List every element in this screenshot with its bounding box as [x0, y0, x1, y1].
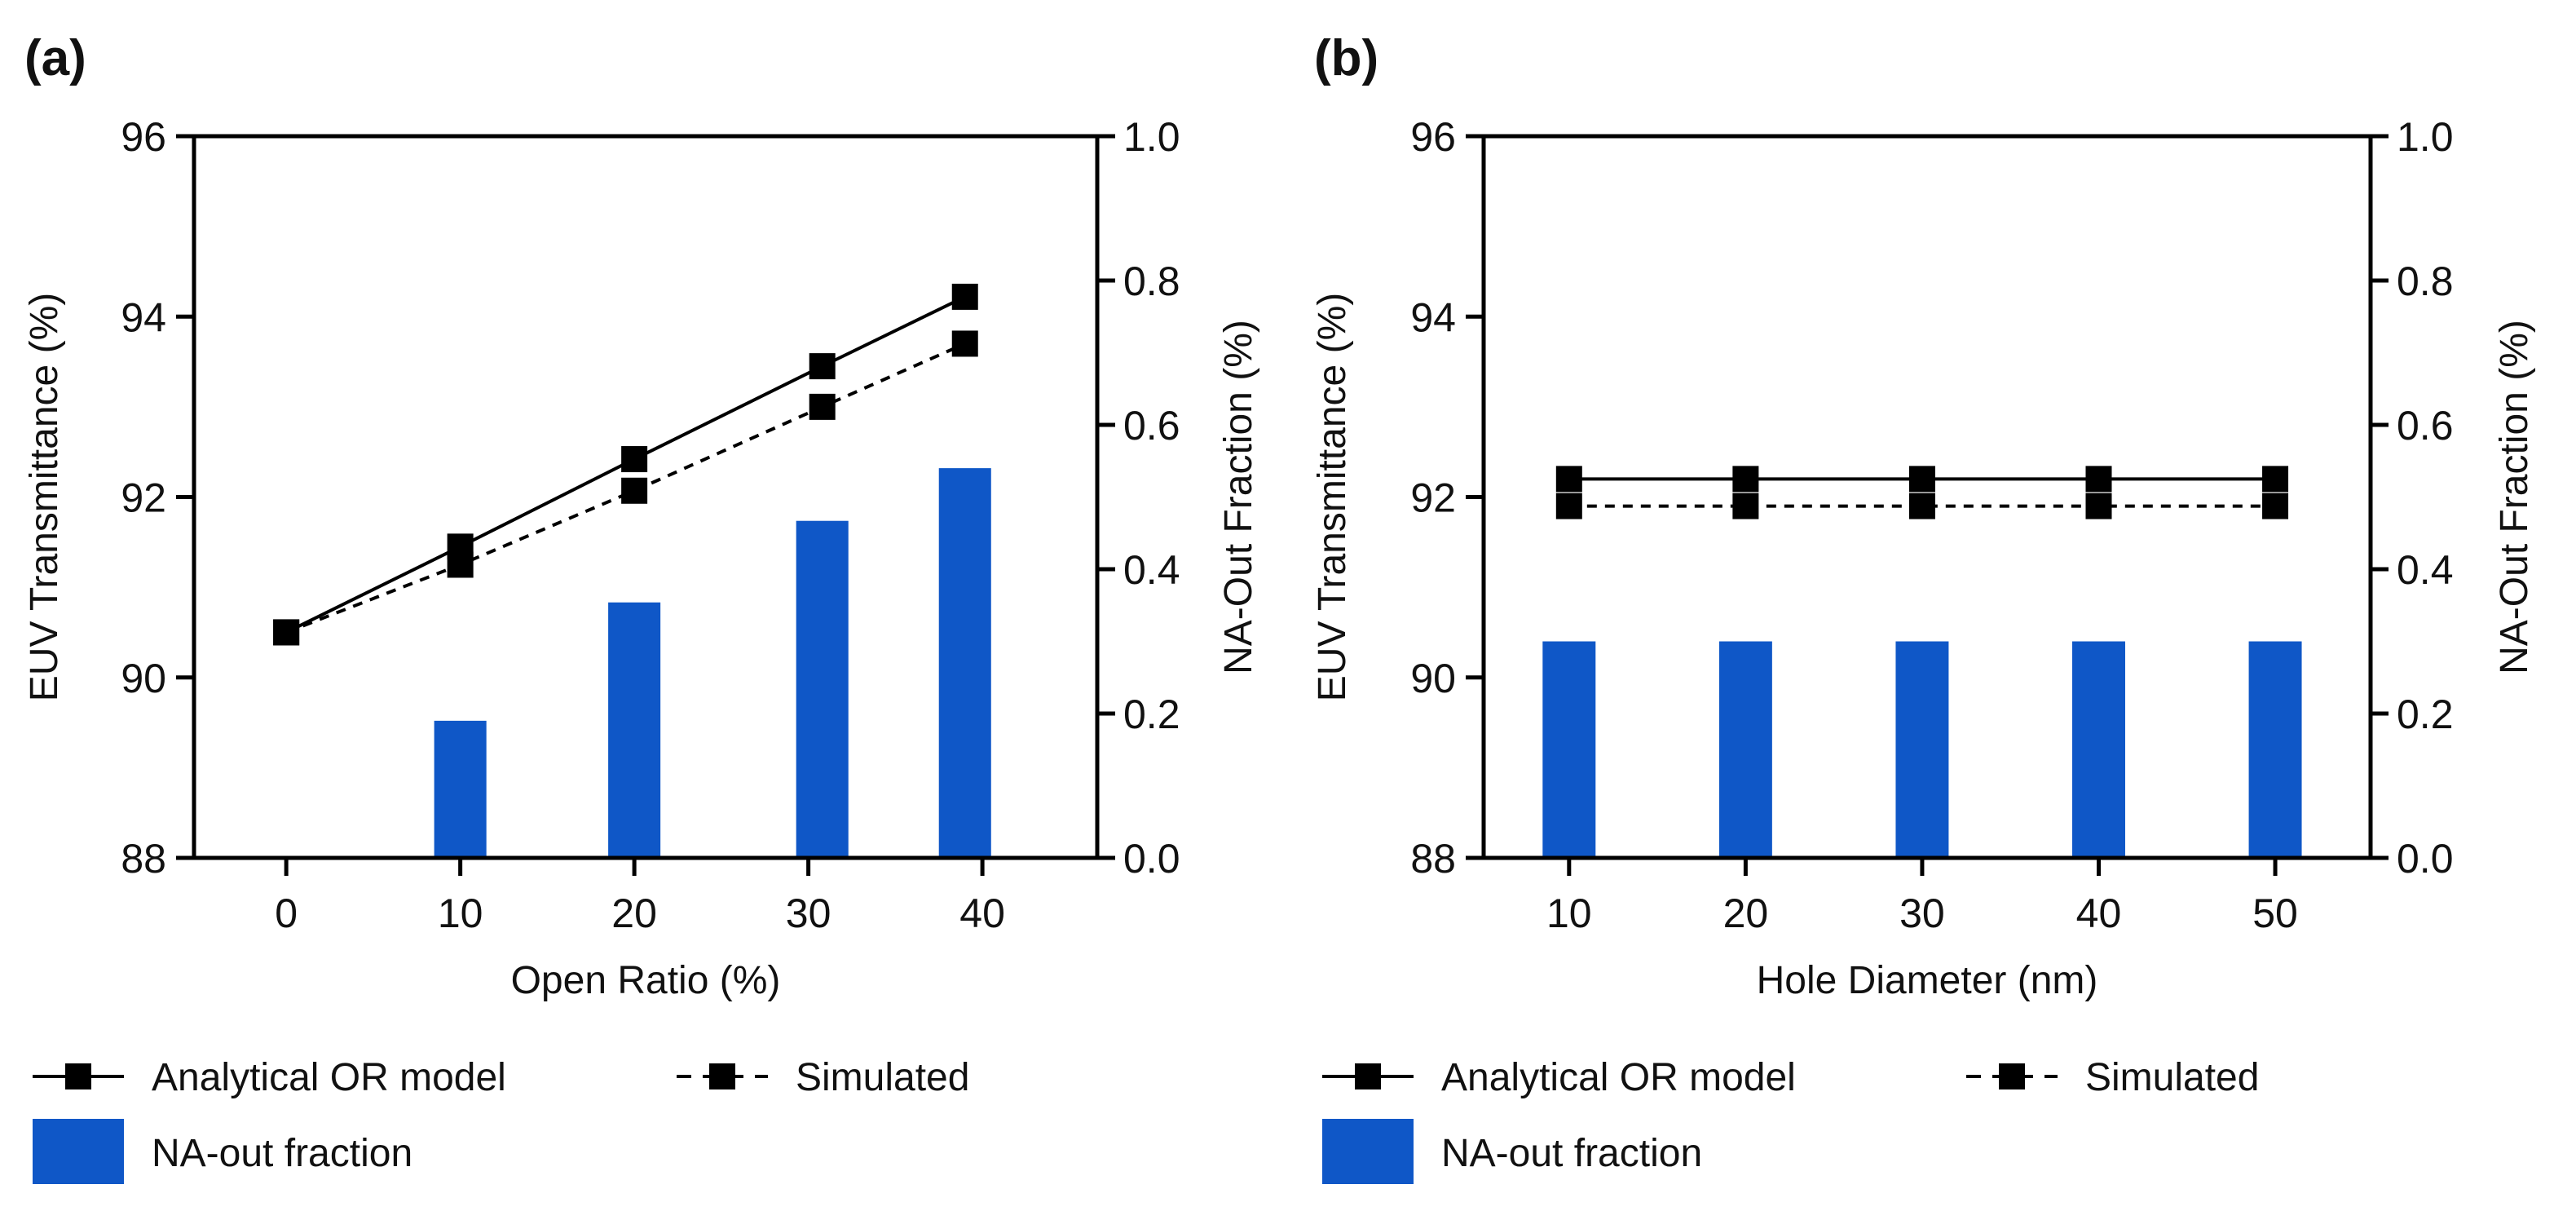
x-axis-label: Open Ratio (%)	[511, 959, 781, 1002]
legend-marker-simulated	[1999, 1063, 2025, 1089]
x-tick-label: 0	[275, 891, 298, 936]
data-point-analytical	[1732, 466, 1759, 493]
legend: Analytical OR model Simulated NA-out fract…	[1322, 1056, 2259, 1184]
y2-tick-label: 0.0	[1123, 836, 1180, 882]
legend: Analytical OR model Simulated NA-out fract…	[33, 1056, 969, 1184]
legend-marker-analytical	[65, 1063, 91, 1089]
legend-swatch-na-out	[33, 1119, 124, 1184]
y-tick-label: 96	[1410, 114, 1456, 160]
y-tick-label: 90	[1410, 656, 1456, 701]
y2-tick-label: 0.4	[1123, 547, 1180, 593]
y-tick-label: 96	[121, 114, 166, 160]
x-tick-label: 30	[786, 891, 831, 936]
chart-panel-b: (b) 10 20 30 40 50 88 90 92 94 96 0.0 0.2 0.4 0.6 0.8 1.…	[1311, 30, 2536, 1184]
legend-swatch-na-out	[1322, 1119, 1414, 1184]
data-point-simulated	[951, 330, 978, 357]
data-point-simulated	[447, 551, 474, 578]
data-point-analytical	[621, 446, 648, 473]
y2-tick-label: 0.8	[1123, 259, 1180, 304]
y2-tick-label: 0.8	[2397, 259, 2454, 304]
x-tick-label: 20	[611, 891, 657, 936]
bar-na-out-fraction	[938, 468, 991, 858]
data-point-analytical	[1555, 466, 1582, 493]
x-tick-label: 40	[2076, 891, 2122, 936]
series-line-simulated	[285, 342, 966, 634]
y2-tick-label: 0.4	[2397, 547, 2454, 593]
data-point-simulated	[2085, 493, 2112, 519]
y2-tick-label: 0.6	[1123, 403, 1180, 449]
legend-label-analytical: Analytical OR model	[152, 1056, 506, 1099]
y-tick-label: 94	[121, 294, 166, 340]
data-point-analytical	[809, 353, 836, 380]
legend-marker-analytical	[1355, 1063, 1381, 1089]
legend-marker-simulated	[709, 1063, 735, 1089]
y-tick-label: 92	[121, 475, 166, 521]
data-point-simulated	[1908, 493, 1935, 519]
chart-panel-a: (a) 0 10 20 30 40 88 90 92 94 96 0.0 0.2 0.4 0.6 0.8 1.0…	[23, 30, 1260, 1184]
y2-tick-label: 1.0	[2397, 114, 2454, 160]
y-axis-label: EUV Transmittance (%)	[23, 293, 66, 701]
y-tick-label: 92	[1410, 475, 1456, 521]
bar-na-out-fraction	[434, 720, 487, 858]
legend-label-na-out: NA-out fraction	[152, 1132, 412, 1175]
x-axis-label: Hole Diameter (nm)	[1757, 959, 2098, 1002]
bar-na-out-fraction	[1542, 641, 1596, 858]
x-tick-label: 10	[438, 891, 483, 936]
x-tick-label: 30	[1899, 891, 1945, 936]
y2-axis-label: NA-Out Fraction (%)	[1217, 320, 1260, 674]
bar-na-out-fraction	[1895, 641, 1949, 858]
y2-tick-label: 0.2	[1123, 692, 1180, 737]
data-point-simulated	[1555, 493, 1582, 519]
panel-label: (b)	[1314, 30, 1378, 86]
legend-label-na-out: NA-out fraction	[1441, 1132, 1702, 1175]
legend-label-analytical: Analytical OR model	[1441, 1056, 1796, 1099]
x-tick-label: 10	[1546, 891, 1592, 936]
y2-tick-label: 0.0	[2397, 836, 2454, 882]
data-point-simulated	[621, 477, 648, 504]
data-point-analytical	[2262, 466, 2289, 493]
data-point-simulated	[809, 393, 836, 420]
data-point-analytical	[951, 283, 978, 310]
y2-tick-label: 1.0	[1123, 114, 1180, 160]
y-tick-label: 88	[121, 836, 166, 882]
x-tick-label: 40	[959, 891, 1005, 936]
panel-label: (a)	[24, 30, 86, 86]
bar-na-out-fraction	[796, 520, 849, 858]
y2-axis-label: NA-Out Fraction (%)	[2493, 320, 2536, 674]
data-point-analytical	[2085, 466, 2112, 493]
bar-na-out-fraction	[608, 602, 661, 858]
y-tick-label: 88	[1410, 836, 1456, 882]
x-tick-label: 20	[1723, 891, 1769, 936]
data-point-simulated	[1732, 493, 1759, 519]
bar-na-out-fraction	[2248, 641, 2302, 858]
legend-label-simulated: Simulated	[796, 1056, 969, 1099]
y2-tick-label: 0.2	[2397, 692, 2454, 737]
data-point-simulated	[273, 619, 300, 646]
data-point-simulated	[2262, 493, 2289, 519]
y-tick-label: 90	[121, 656, 166, 701]
y2-tick-label: 0.6	[2397, 403, 2454, 449]
y-tick-label: 94	[1410, 294, 1456, 340]
bar-na-out-fraction	[2072, 641, 2125, 858]
legend-label-simulated: Simulated	[2085, 1056, 2259, 1099]
bar-na-out-fraction	[1718, 641, 1772, 858]
x-tick-label: 50	[2252, 891, 2298, 936]
y-axis-label: EUV Transmittance (%)	[1311, 293, 1354, 701]
data-point-analytical	[1908, 466, 1935, 493]
